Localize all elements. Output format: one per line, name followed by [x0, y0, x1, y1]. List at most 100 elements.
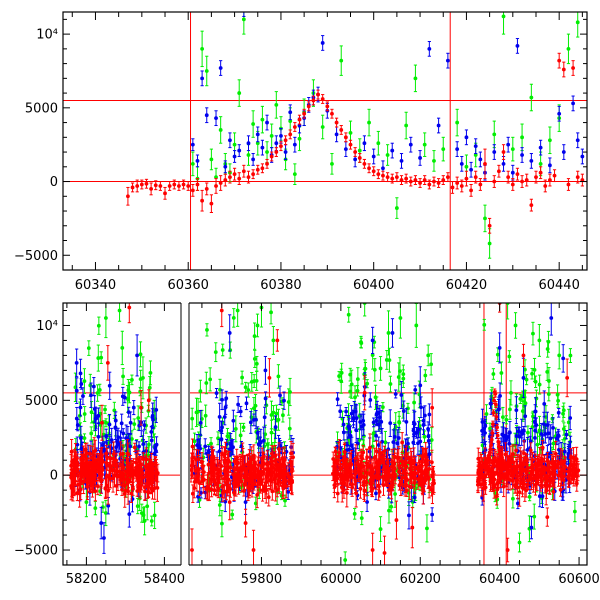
red-data-point: [241, 164, 246, 178]
red-data-point: [357, 153, 362, 163]
blue-data-point: [561, 144, 566, 160]
red-data-point: [270, 482, 275, 501]
blue-data-point: [246, 135, 251, 152]
red-data-point: [369, 466, 374, 495]
red-data-point: [370, 532, 375, 565]
red-data-point: [415, 462, 420, 473]
green-data-point: [532, 503, 537, 530]
red-data-point: [496, 438, 501, 446]
red-data-point: [234, 448, 239, 470]
red-data-point: [555, 459, 560, 470]
red-data-point: [505, 537, 510, 563]
red-data-point: [167, 181, 172, 191]
green-data-point: [252, 374, 257, 389]
red-data-point: [450, 181, 455, 194]
green-data-point: [233, 415, 238, 443]
red-data-point: [133, 467, 138, 476]
red-data-point: [364, 468, 369, 497]
red-data-point: [231, 468, 236, 481]
green-data-point: [269, 123, 274, 149]
red-data-point: [539, 457, 544, 467]
red-data-point: [495, 423, 499, 431]
blue-data-point: [404, 408, 409, 436]
red-data-point: [529, 198, 534, 212]
blue-data-point: [195, 154, 200, 168]
red-data-point: [172, 179, 177, 190]
green-data-point: [511, 488, 515, 509]
bottom-x-tick-label: 60200: [400, 572, 441, 587]
bottom-left-data-points: [69, 303, 160, 554]
blue-data-point: [74, 377, 79, 404]
red-data-point: [548, 173, 552, 187]
blue-data-point: [279, 127, 283, 144]
blue-data-point: [278, 385, 282, 406]
red-data-point: [455, 176, 460, 190]
blue-data-point: [343, 141, 348, 157]
red-data-point: [146, 389, 151, 412]
blue-data-point: [377, 405, 382, 430]
green-data-point: [241, 422, 246, 432]
red-data-point: [332, 461, 337, 480]
green-data-point: [510, 136, 515, 162]
green-data-point: [198, 379, 203, 403]
blue-data-point: [500, 426, 505, 443]
blue-data-point: [393, 389, 398, 399]
green-data-point: [283, 494, 287, 507]
blue-data-point: [517, 426, 522, 447]
red-data-point: [262, 481, 267, 493]
blue-data-point: [244, 396, 249, 411]
blue-data-point: [412, 411, 417, 437]
bottom-y-tick-label: −5000: [14, 544, 58, 559]
green-data-point: [237, 79, 242, 107]
green-data-point: [82, 433, 87, 444]
red-data-point: [216, 471, 221, 482]
green-data-point: [508, 398, 512, 420]
red-data-point: [177, 181, 181, 191]
green-data-point: [274, 91, 279, 119]
green-data-point: [426, 344, 431, 367]
red-data-point: [421, 476, 426, 505]
red-data-point: [232, 167, 237, 181]
blue-data-point: [224, 390, 229, 406]
red-data-point: [297, 114, 302, 125]
blue-data-point: [478, 151, 483, 168]
blue-data-point: [399, 153, 404, 169]
green-data-point: [387, 347, 392, 373]
red-data-point: [489, 436, 494, 444]
green-data-point: [190, 151, 195, 177]
blue-data-point: [127, 500, 132, 528]
green-data-point: [252, 322, 257, 350]
blue-data-point: [227, 314, 232, 352]
green-data-point: [320, 114, 325, 140]
blue-data-point: [549, 303, 554, 336]
blue-data-point: [406, 437, 410, 450]
green-data-point: [200, 30, 205, 68]
green-data-point: [204, 55, 209, 87]
red-data-point: [75, 453, 80, 474]
red-data-point: [510, 178, 515, 191]
blue-data-point: [571, 95, 575, 112]
bottom-y-tick-label: 5000: [25, 394, 58, 409]
green-data-point: [517, 532, 522, 553]
bottom-x-tick-label: 60000: [320, 572, 361, 587]
blue-data-point: [273, 415, 278, 439]
red-data-point: [240, 459, 245, 476]
green-data-point: [495, 347, 500, 362]
red-data-point: [389, 458, 394, 475]
red-data-point: [547, 478, 552, 494]
red-data-point: [330, 108, 334, 119]
red-data-point: [523, 459, 527, 481]
blue-data-point: [421, 406, 426, 435]
green-data-point: [135, 498, 140, 515]
blue-data-point: [353, 403, 358, 420]
red-data-point: [311, 95, 316, 106]
green-data-point: [292, 163, 297, 185]
green-data-point: [376, 130, 381, 156]
red-data-point: [212, 457, 216, 471]
green-data-point: [537, 324, 542, 357]
red-data-point: [367, 163, 371, 174]
green-data-point: [539, 492, 544, 504]
blue-data-point: [529, 515, 534, 540]
red-data-point: [408, 447, 413, 470]
red-data-point: [306, 101, 311, 112]
